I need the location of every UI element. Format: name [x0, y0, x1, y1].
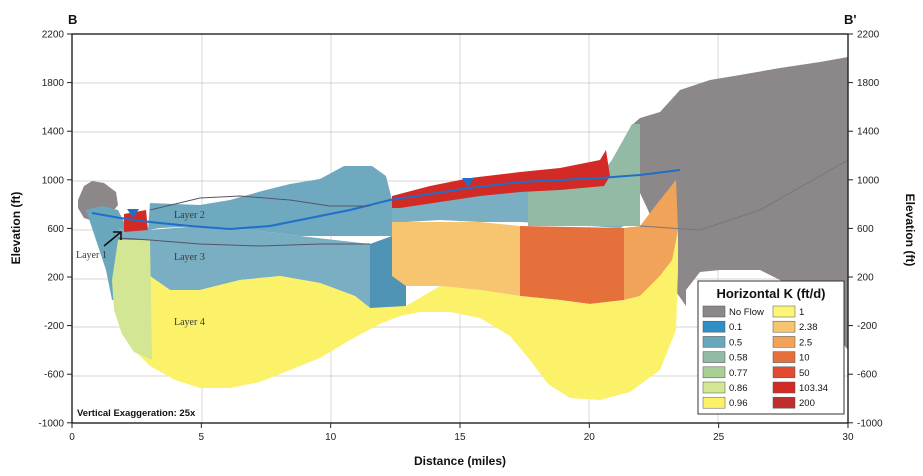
water-table-line [91, 169, 681, 231]
y-axis-title-right: Elevation (ft) [903, 194, 917, 267]
layer-4-pale-zone [112, 240, 152, 360]
layer-contact-line [117, 237, 370, 247]
y-tick-label-right: -1000 [857, 418, 883, 429]
legend-label: 0.1 [729, 322, 742, 333]
legend-label: 0.5 [729, 337, 742, 348]
section-end-label: B' [844, 12, 856, 27]
legend-swatch [772, 351, 796, 363]
legend-label: No Flow [729, 307, 764, 318]
layer-2-zone [148, 166, 392, 236]
y-tick-label-right: -200 [857, 321, 877, 332]
legend-swatch [702, 320, 726, 333]
legend-swatch [702, 366, 726, 379]
x-tick-label: 5 [199, 432, 205, 443]
section-body [78, 57, 848, 423]
layer-2-green-zone [528, 124, 640, 226]
legend-label: 0.58 [729, 353, 748, 364]
y-tick-label-right: 600 [857, 224, 874, 235]
legend-label: 2.38 [799, 322, 818, 333]
red-surface-zone [392, 150, 610, 208]
legend-swatch [702, 305, 726, 318]
y-tick-label-left: 2200 [42, 30, 65, 41]
layer-4-label: Layer 4 [174, 317, 205, 328]
legend-swatch [702, 381, 726, 394]
y-tick-label-right: -600 [857, 370, 877, 381]
legend-swatch [772, 381, 796, 394]
legend-swatch [772, 366, 796, 379]
x-tick-label: 10 [325, 432, 337, 443]
legend-label: 10 [799, 353, 810, 364]
y-axis-right-ticks: 2200 1800 1400 1000 600 200 -200 -600 -1000 [848, 30, 883, 429]
legend-swatch [702, 336, 726, 348]
layer-1-arrow [103, 231, 122, 247]
legend-swatch [772, 305, 796, 318]
x-tick-label: 15 [454, 432, 466, 443]
orange-zone-10 [520, 226, 624, 304]
y-tick-label-left: -1000 [38, 418, 64, 429]
layer-contact-line [639, 159, 848, 231]
legend-label: 1 [799, 307, 804, 318]
y-tick-label-right: 1000 [857, 175, 880, 186]
x-tick-label: 30 [842, 432, 854, 443]
y-tick-label-left: 600 [47, 224, 64, 235]
y-tick-label-right: 200 [857, 273, 874, 284]
legend-label: 2.5 [799, 337, 812, 348]
legend-label: 0.96 [729, 398, 748, 409]
legend-swatch [702, 396, 726, 409]
legend-label: 50 [799, 368, 810, 379]
water-level-marker [462, 178, 474, 187]
y-tick-label-left: -200 [44, 321, 64, 332]
legend-swatch [772, 320, 796, 333]
y-tick-label-right: 1400 [857, 127, 880, 138]
legend-swatch [772, 336, 796, 348]
y-tick-label-left: 1400 [42, 127, 65, 138]
layer-3-label: Layer 3 [174, 252, 205, 263]
orange-zone-2_38 [392, 222, 520, 296]
x-axis-ticks: 0 5 10 15 20 25 30 [69, 423, 854, 443]
legend-swatch [702, 351, 726, 363]
y-tick-label-left: 1800 [42, 78, 65, 89]
y-axis-title-left: Elevation (ft) [9, 192, 23, 265]
y-axis-left-ticks: 2200 1800 1400 1000 600 200 -200 -600 -1000 [38, 30, 72, 429]
legend: Horizontal K (ft/d) No Flow 0.1 0.5 0.58 0.7… [697, 280, 845, 415]
y-tick-label-right: 2200 [857, 30, 880, 41]
layer-contact-line [149, 195, 370, 211]
vertical-exaggeration-note: Vertical Exaggeration: 25x [77, 408, 196, 419]
legend-label: 0.86 [729, 383, 748, 394]
x-tick-label: 25 [713, 432, 725, 443]
x-axis-title: Distance (miles) [414, 454, 506, 468]
section-start-label: B [68, 12, 77, 27]
y-tick-label-left: -600 [44, 370, 64, 381]
legend-label: 103.34 [799, 383, 828, 394]
y-tick-label-left: 1000 [42, 175, 65, 186]
layer-4-zone [118, 230, 678, 400]
x-tick-label: 0 [69, 432, 75, 443]
legend-label: 0.77 [729, 368, 748, 379]
legend-title: Horizontal K (ft/d) [716, 286, 825, 301]
layer-2-label: Layer 2 [174, 210, 205, 221]
layer-1-label: Layer 1 [76, 250, 107, 261]
layer-3-zone [118, 226, 370, 308]
legend-label: 200 [799, 398, 815, 409]
water-level-marker [127, 209, 139, 218]
legend-swatch [772, 396, 796, 409]
y-tick-label-right: 1800 [857, 78, 880, 89]
y-tick-label-left: 200 [47, 273, 64, 284]
no-flow-zone [632, 57, 848, 423]
x-tick-label: 20 [584, 432, 596, 443]
